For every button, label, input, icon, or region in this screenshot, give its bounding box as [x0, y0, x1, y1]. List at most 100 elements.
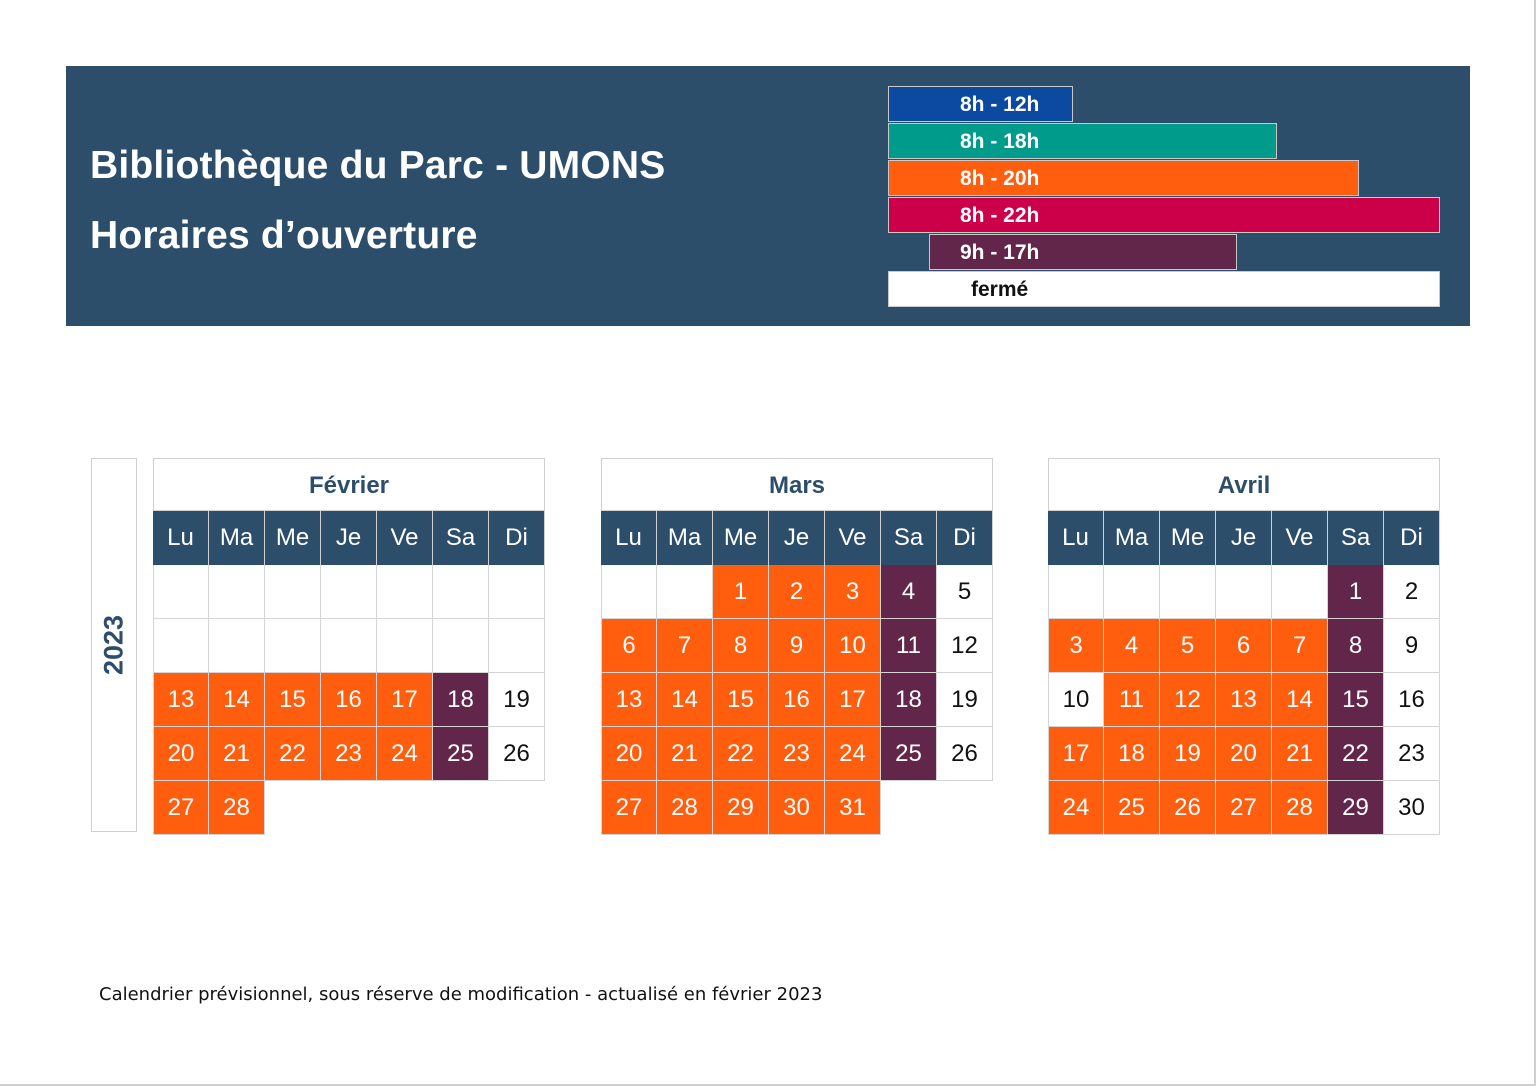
day-cell: 27: [601, 781, 657, 835]
month-calendar-avril: Avril Lu Ma Me Je Ve Sa Di 1 2 3 4 5 6 7 8 9 10 11 12 13 14 15…: [1048, 458, 1440, 835]
weekday-header: Di: [937, 511, 993, 565]
year-label: 2023: [98, 614, 129, 676]
day-cell: 24: [377, 727, 433, 781]
day-cell: 12: [937, 619, 993, 673]
day-cell: 23: [769, 727, 825, 781]
day-cell: 22: [265, 727, 321, 781]
month-grid: Lu Ma Me Je Ve Sa Di 1 2 3 4 5 6 7 8 9 10 11 12 13 14 15 16 17 1…: [1048, 511, 1440, 835]
day-cell: [153, 619, 209, 673]
weekday-header: Ma: [209, 511, 265, 565]
legend-label: 9h - 17h: [960, 241, 1040, 264]
day-cell: [321, 781, 377, 835]
day-cell: 30: [769, 781, 825, 835]
day-cell: 15: [265, 673, 321, 727]
day-cell: 13: [153, 673, 209, 727]
day-cell: [489, 565, 545, 619]
day-cell: 11: [881, 619, 937, 673]
weekday-header: Ve: [1272, 511, 1328, 565]
day-cell: 22: [1328, 727, 1384, 781]
day-cell: 21: [657, 727, 713, 781]
month-title: Février: [153, 458, 545, 511]
weekday-header: Je: [769, 511, 825, 565]
legend-label: 8h - 20h: [960, 167, 1040, 190]
day-cell: 2: [769, 565, 825, 619]
day-cell: 18: [1104, 727, 1160, 781]
day-cell: [937, 781, 993, 835]
month-title: Mars: [601, 458, 993, 511]
weekday-header: Lu: [601, 511, 657, 565]
day-cell: [153, 565, 209, 619]
day-cell: 9: [769, 619, 825, 673]
day-cell: 29: [1328, 781, 1384, 835]
day-cell: 5: [1160, 619, 1216, 673]
day-cell: 18: [881, 673, 937, 727]
weekday-header: Sa: [433, 511, 489, 565]
day-cell: 25: [1104, 781, 1160, 835]
day-cell: [433, 565, 489, 619]
month-title: Avril: [1048, 458, 1440, 511]
legend-label: 8h - 22h: [960, 204, 1040, 227]
day-cell: 15: [1328, 673, 1384, 727]
day-cell: 31: [825, 781, 881, 835]
month-grid: Lu Ma Me Je Ve Sa Di 13 14 15 16 17 18 19 20 21 22 23 24 25…: [153, 511, 545, 835]
day-cell: 15: [713, 673, 769, 727]
day-cell: 20: [601, 727, 657, 781]
weekday-header: Me: [1160, 511, 1216, 565]
day-cell: 14: [1272, 673, 1328, 727]
weekday-header: Ma: [1104, 511, 1160, 565]
day-cell: 29: [713, 781, 769, 835]
day-cell: 16: [1384, 673, 1440, 727]
day-cell: 5: [937, 565, 993, 619]
day-cell: 28: [1272, 781, 1328, 835]
day-cell: 16: [321, 673, 377, 727]
day-cell: [321, 565, 377, 619]
day-cell: [433, 619, 489, 673]
day-cell: 10: [1048, 673, 1104, 727]
day-cell: 12: [1160, 673, 1216, 727]
day-cell: [1160, 565, 1216, 619]
weekday-header: Lu: [1048, 511, 1104, 565]
month-calendar-fevrier: Février Lu Ma Me Je Ve Sa Di 13 14 15 16 17 18 19 20 21 2…: [153, 458, 545, 835]
weekday-header: Je: [321, 511, 377, 565]
weekday-header: Lu: [153, 511, 209, 565]
weekday-header: Je: [1216, 511, 1272, 565]
day-cell: [433, 781, 489, 835]
weekday-header: Me: [713, 511, 769, 565]
day-cell: 17: [825, 673, 881, 727]
weekday-header: Me: [265, 511, 321, 565]
day-cell: 19: [1160, 727, 1216, 781]
day-cell: 26: [489, 727, 545, 781]
month-grid: Lu Ma Me Je Ve Sa Di 1 2 3 4 5 6 7 8 9 10 11 12 13 14 15 16 17 1…: [601, 511, 993, 835]
day-cell: 23: [321, 727, 377, 781]
day-cell: [209, 619, 265, 673]
day-cell: 13: [601, 673, 657, 727]
day-cell: 27: [1216, 781, 1272, 835]
weekday-header: Ve: [825, 511, 881, 565]
day-cell: 22: [713, 727, 769, 781]
header-banner: Bibliothèque du Parc - UMONS Horaires d’…: [66, 66, 1470, 326]
day-cell: 27: [153, 781, 209, 835]
day-cell: [321, 619, 377, 673]
legend-ferme: fermé: [888, 271, 1440, 307]
day-cell: 4: [881, 565, 937, 619]
day-cell: 19: [489, 673, 545, 727]
legend-8h-12h: 8h - 12h: [888, 86, 1073, 122]
day-cell: [1048, 565, 1104, 619]
day-cell: 17: [377, 673, 433, 727]
day-cell: [265, 565, 321, 619]
weekday-header: Sa: [881, 511, 937, 565]
day-cell: 26: [1160, 781, 1216, 835]
day-cell: 10: [825, 619, 881, 673]
legend-8h-22h: 8h - 22h: [888, 197, 1440, 233]
legend-label: fermé: [971, 278, 1029, 301]
day-cell: 7: [1272, 619, 1328, 673]
weekday-header: Sa: [1328, 511, 1384, 565]
legend-9h-17h: 9h - 17h: [929, 234, 1237, 270]
day-cell: [1216, 565, 1272, 619]
day-cell: 1: [1328, 565, 1384, 619]
day-cell: [881, 781, 937, 835]
day-cell: [1272, 565, 1328, 619]
legend-label: 8h - 18h: [960, 130, 1040, 153]
day-cell: 11: [1104, 673, 1160, 727]
day-cell: 3: [1048, 619, 1104, 673]
